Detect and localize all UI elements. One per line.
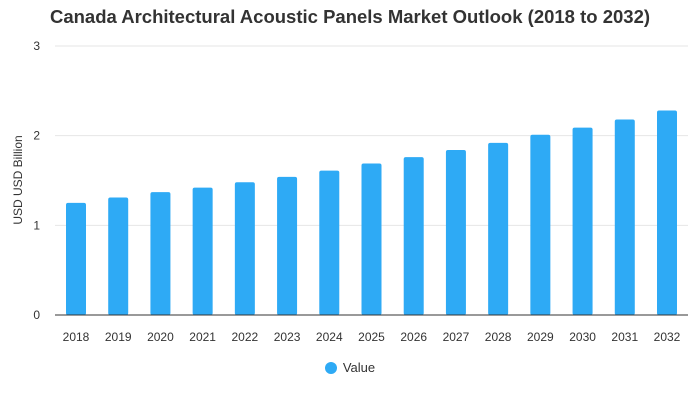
y-tick-label: 2 <box>33 129 40 143</box>
x-tick-label: 2021 <box>189 330 216 344</box>
legend-marker <box>324 361 337 374</box>
chart-title: Canada Architectural Acoustic Panels Mar… <box>49 6 651 27</box>
x-tick-label: 2020 <box>147 330 174 344</box>
legend[interactable]: Value <box>0 360 700 375</box>
x-tick-label: 2028 <box>485 330 512 344</box>
y-tick-label: 3 <box>33 39 40 53</box>
bar-2023[interactable] <box>277 176 298 315</box>
bar-2018[interactable] <box>66 202 86 315</box>
y-tick-label: 1 <box>33 218 40 232</box>
bar-2024[interactable] <box>319 170 340 315</box>
bar-2031[interactable] <box>614 119 635 315</box>
x-tick-label: 2026 <box>400 330 427 344</box>
x-tick-label: 2030 <box>569 330 596 344</box>
y-tick-labels: 0 1 2 3 <box>33 39 40 322</box>
x-tick-label: 2032 <box>654 330 681 344</box>
y-tick-label: 0 <box>33 308 40 322</box>
bar-2028[interactable] <box>488 142 509 315</box>
x-tick-label: 2025 <box>358 330 385 344</box>
bar-2021[interactable] <box>192 187 213 315</box>
x-tick-label: 2023 <box>274 330 301 344</box>
bar-2030[interactable] <box>572 127 593 315</box>
x-tick-label: 2031 <box>611 330 638 344</box>
x-tick-labels: 2018 2019 2020 2021 2022 2023 2024 2025 2026 2027… <box>63 330 681 344</box>
bar-2027[interactable] <box>445 150 466 315</box>
bar-2022[interactable] <box>234 182 255 315</box>
y-axis-label: USD USD Billion <box>11 135 25 224</box>
bar-2026[interactable] <box>403 157 424 315</box>
bar-2019[interactable] <box>108 197 129 315</box>
x-tick-label: 2024 <box>316 330 343 344</box>
x-tick-label: 2018 <box>63 330 90 344</box>
legend-label: Value <box>342 360 376 375</box>
x-tick-label: 2029 <box>527 330 554 344</box>
bar-2020[interactable] <box>150 192 171 315</box>
bar-2029[interactable] <box>530 134 551 315</box>
bar-2025[interactable] <box>361 163 382 315</box>
bars <box>66 110 677 315</box>
x-tick-label: 2022 <box>232 330 259 344</box>
bar-2032[interactable] <box>657 110 677 315</box>
x-tick-label: 2019 <box>105 330 132 344</box>
x-tick-label: 2027 <box>443 330 470 344</box>
